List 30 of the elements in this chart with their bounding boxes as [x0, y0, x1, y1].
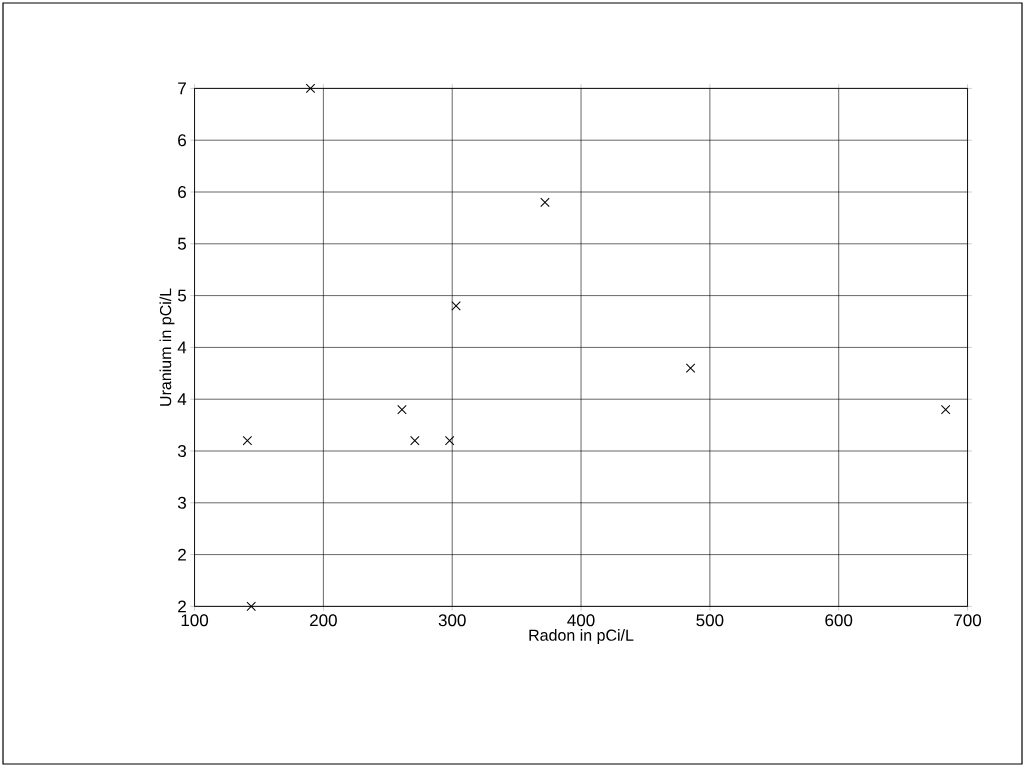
- x-axis-title: Radon in pCi/L: [529, 629, 634, 645]
- x-tick-label: 600: [825, 614, 853, 627]
- point: [540, 197, 550, 208]
- y-tick-label: 5: [177, 237, 187, 250]
- point: [246, 601, 256, 612]
- y-tick-label: 2: [178, 548, 186, 561]
- x-tick-label: 300: [438, 614, 466, 627]
- point: [940, 404, 951, 415]
- point: [444, 435, 455, 446]
- x-tick-label: 500: [696, 614, 724, 627]
- y-tick-label: 2: [178, 600, 186, 613]
- point: [305, 83, 316, 94]
- y-axis-title: Uranium in pCi/L: [159, 288, 175, 406]
- point: [685, 363, 696, 373]
- y-tick-label: 3: [177, 444, 186, 458]
- y-tick-label: 4: [177, 341, 187, 354]
- y-tick-label: 6: [178, 134, 186, 147]
- point: [242, 435, 253, 446]
- y-tick-label: 6: [178, 185, 186, 199]
- x-tick-label: 400: [567, 614, 595, 627]
- y-tick-label: 7: [178, 82, 186, 95]
- point: [410, 435, 420, 446]
- point: [451, 301, 461, 311]
- y-tick-label: 5: [177, 289, 187, 302]
- point: [397, 404, 407, 415]
- x-tick-label: 200: [310, 614, 337, 627]
- x-tick-label: 100: [181, 614, 209, 627]
- y-tick-label: 3: [177, 496, 186, 509]
- y-tick-label: 4: [177, 393, 187, 406]
- x-tick-label: 700: [954, 614, 982, 627]
